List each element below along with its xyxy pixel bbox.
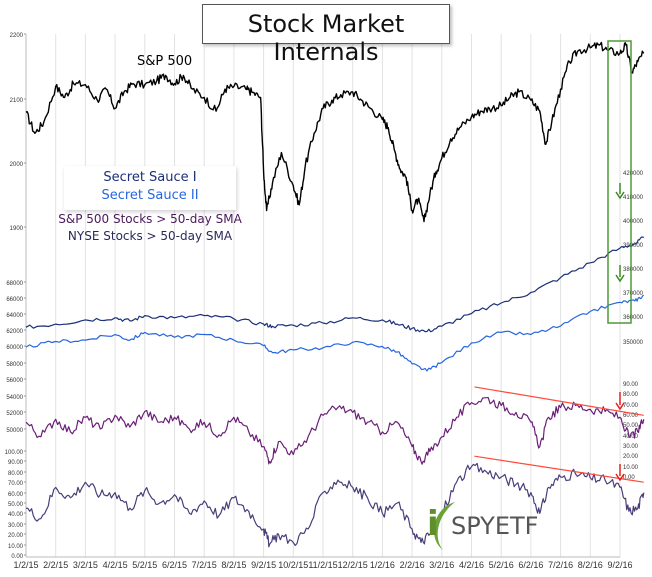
red-trendline-0 (474, 386, 644, 416)
x-tick-label: 2/2/15 (43, 560, 68, 570)
y-tick-label: 80.00 (8, 471, 24, 477)
x-tick-label: 9/2/15 (251, 560, 276, 570)
y-tick-label-right: 60.00 (623, 413, 639, 419)
x-tick-label: 9/2/16 (607, 560, 632, 570)
y-tick-label-right: 400000 (623, 219, 644, 225)
chart-title-box: Stock Market Internals (202, 4, 450, 66)
series-layer (25, 41, 645, 548)
green-arrow-icon-head (615, 274, 625, 283)
red-arrow-icon-head (615, 473, 625, 482)
y-tick-label: 54000 (6, 395, 23, 401)
y-tick-label-right: 370000 (623, 291, 644, 297)
chart-title: Stock Market Internals (247, 10, 405, 66)
y-tick-label: 90.00 (8, 460, 24, 466)
y-tick-label: 2100 (10, 98, 24, 104)
y-tick-label-right: 360000 (623, 315, 644, 321)
x-tick-label: 7/2/15 (192, 560, 217, 570)
logo-i: i (427, 504, 439, 544)
y-tick-label: 60000 (6, 345, 23, 351)
series-line-2 (25, 294, 645, 372)
y-tick-label-right: 420000 (623, 171, 644, 177)
x-tick-label: 1/2/16 (370, 560, 395, 570)
x-tick-label: 4/2/15 (103, 560, 128, 570)
x-tick-label: 7/2/16 (548, 560, 573, 570)
series-line-4 (25, 462, 645, 548)
x-tick-label: 2/2/16 (400, 560, 425, 570)
x-tick-label: 3/2/16 (429, 560, 454, 570)
y-tick-label: 64000 (6, 313, 23, 319)
x-tick-label: 4/2/16 (459, 560, 484, 570)
red-trendline-1 (474, 455, 644, 483)
y-tick-label-right: 390000 (623, 243, 644, 249)
y-tick-label: 20.00 (8, 533, 24, 539)
y-tick-label: 0.00 (11, 554, 23, 560)
legend-secret-sauce-ii: Secret Sauce II (101, 188, 199, 203)
y-tick-label: 70.00 (8, 481, 24, 487)
y-tick-label: 2000 (10, 162, 24, 168)
grid-layer (25, 34, 621, 557)
x-tick-label: 10/2/15 (278, 560, 308, 570)
legend-nyse-50dma: NYSE Stocks > 50-day SMA (67, 229, 233, 243)
y-tick-label-right: 20.00 (623, 454, 639, 460)
x-tick-label: 11/2/15 (308, 560, 337, 570)
y-tick-label-right: 40.00 (623, 434, 639, 440)
y-tick-label-right: 410000 (623, 195, 644, 201)
logo-swoosh-icon (433, 502, 455, 550)
x-tick-label: 1/2/15 (13, 560, 38, 570)
legend-secret-sauce-i: Secret Sauce I (103, 170, 197, 185)
y-tick-label-right: 380000 (623, 267, 644, 273)
y-tick-label: 68000 (6, 281, 23, 287)
y-tick-label: 40.00 (8, 512, 24, 518)
y-tick-label: 62000 (6, 329, 23, 335)
series-line-0 (25, 41, 645, 223)
green-arrow-icon-head (615, 191, 625, 200)
sp500-label: S&P 500 (137, 54, 193, 69)
legend-sp500-50dma: S&P 500 Stocks > 50-day SMA (58, 212, 242, 226)
x-tick-label: 5/2/16 (489, 560, 514, 570)
y-tick-label: 56000 (6, 378, 23, 384)
y-tick-label: 1900 (10, 226, 24, 232)
x-tick-label: 5/2/15 (132, 560, 157, 570)
x-tick-label: 6/2/15 (162, 560, 187, 570)
y-tick-label: 58000 (6, 362, 23, 368)
y-tick-label-right: 50.00 (623, 423, 639, 429)
x-tick-label: 6/2/16 (518, 560, 543, 570)
x-tick-label: 8/2/15 (221, 560, 246, 570)
y-tick-label-right: 70.00 (623, 403, 639, 409)
legend-box: Secret Sauce I Secret Sauce II (64, 166, 236, 210)
red-arrow-icon-head (615, 402, 625, 411)
y-tick-label: 60.00 (8, 492, 24, 498)
y-tick-label: 50.00 (8, 502, 24, 508)
y-tick-label: 52000 (6, 411, 23, 417)
highlight-box (607, 40, 632, 324)
y-tick-label-right: 90.00 (623, 382, 639, 388)
y-tick-label: 50000 (6, 428, 23, 434)
y-tick-label-right: 350000 (623, 340, 644, 346)
axes-layer: 1/2/15 2/2/15 3/2/15 4/2/15 5/2/15 6/2/15 7/2/… (5, 33, 644, 570)
y-tick-label-right: 80.00 (623, 392, 639, 398)
y-tick-label: 2200 (10, 33, 24, 39)
series-line-3 (25, 397, 645, 465)
x-tick-label: 3/2/15 (73, 560, 98, 570)
x-tick-label: 8/2/16 (578, 560, 603, 570)
series-line-1 (25, 236, 644, 333)
y-tick-label-right: 10.00 (623, 465, 639, 471)
y-tick-label: 30.00 (8, 523, 24, 529)
y-tick-label: 10.00 (8, 544, 24, 550)
y-tick-label-right: 30.00 (623, 444, 639, 450)
y-tick-label: 100.00 (5, 450, 24, 456)
y-tick-label-right: 0.00 (623, 475, 635, 481)
overlay-layer (474, 40, 644, 483)
x-tick-label: 12/2/15 (338, 560, 368, 570)
ispyetf-logo: i SPYETF (425, 498, 539, 556)
y-tick-label: 66000 (6, 297, 23, 303)
logo-text: SPYETF (451, 512, 539, 540)
